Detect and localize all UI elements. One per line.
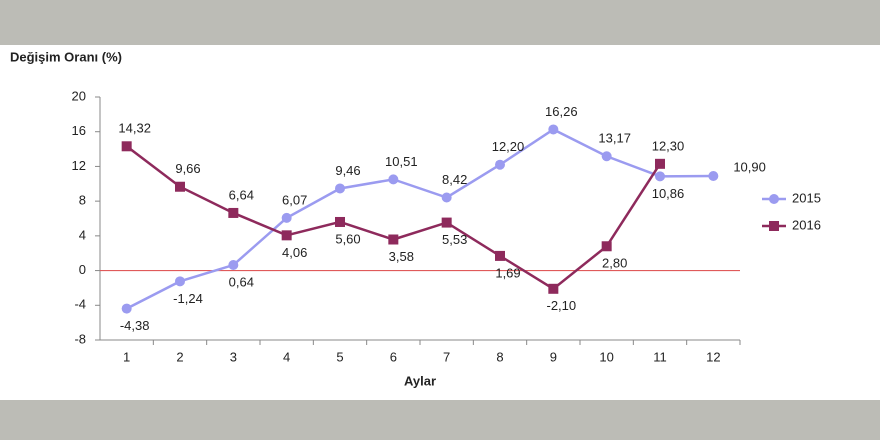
marker <box>601 241 612 252</box>
data-label: 6,07 <box>282 192 307 207</box>
x-tick-label: 6 <box>390 349 397 364</box>
marker <box>655 171 665 182</box>
marker <box>441 192 452 203</box>
x-tick-label: 9 <box>550 349 557 364</box>
data-label: 10,86 <box>652 186 685 201</box>
data-label: 9,66 <box>175 161 200 176</box>
marker <box>335 183 345 194</box>
y-tick-label: 0 <box>79 262 86 277</box>
marker <box>335 216 345 227</box>
y-tick-label: 12 <box>72 158 86 173</box>
data-label: 6,64 <box>229 187 254 202</box>
data-label: 14,32 <box>118 121 151 136</box>
data-label: 5,60 <box>335 231 360 246</box>
marker <box>548 283 559 294</box>
legend-label: 2015 <box>792 190 821 205</box>
data-label: 12,30 <box>652 138 685 153</box>
chart-title: Değişim Oranı (%) <box>10 49 122 64</box>
data-label: 10,90 <box>733 159 766 174</box>
y-tick-label: 4 <box>79 227 86 242</box>
data-label: 13,17 <box>598 131 631 146</box>
x-tick-label: 2 <box>176 349 183 364</box>
data-label: 8,42 <box>442 172 467 187</box>
data-label: 9,46 <box>335 163 360 178</box>
marker <box>228 260 239 271</box>
marker <box>121 141 132 152</box>
data-label: 3,58 <box>389 249 414 264</box>
y-tick-label: 20 <box>72 88 86 103</box>
bottom-band <box>0 400 880 440</box>
marker <box>228 207 239 218</box>
legend-marker <box>769 194 779 204</box>
x-tick-label: 10 <box>599 349 613 364</box>
marker <box>548 124 559 135</box>
data-label: 5,53 <box>442 232 467 247</box>
data-label: -2,10 <box>547 298 577 313</box>
marker <box>388 234 399 245</box>
data-label: 1,69 <box>495 265 520 280</box>
top-band <box>0 0 880 45</box>
y-tick-label: 16 <box>72 123 86 138</box>
data-label: 0,64 <box>229 274 254 289</box>
data-label: -4,38 <box>120 318 150 333</box>
x-tick-label: 7 <box>443 349 450 364</box>
marker <box>708 170 719 181</box>
marker <box>121 303 132 314</box>
x-axis-title: Aylar <box>404 373 436 388</box>
x-tick-label: 4 <box>283 349 290 364</box>
data-label: 2,80 <box>602 256 627 271</box>
x-tick-label: 1 <box>123 349 130 364</box>
marker <box>495 250 505 261</box>
data-label: 16,26 <box>545 104 578 119</box>
x-tick-label: 12 <box>706 349 720 364</box>
marker <box>281 212 292 223</box>
data-label: 4,06 <box>282 245 307 260</box>
y-tick-label: -4 <box>74 297 86 312</box>
x-tick-label: 8 <box>496 349 503 364</box>
series-line <box>126 128 714 310</box>
marker <box>441 217 452 228</box>
marker <box>175 181 185 192</box>
marker <box>495 159 505 170</box>
data-label: 10,51 <box>385 154 418 169</box>
marker <box>281 230 292 241</box>
marker <box>601 151 612 162</box>
marker <box>655 158 665 169</box>
marker <box>388 174 399 185</box>
marker <box>175 276 185 287</box>
data-label: -1,24 <box>173 291 203 306</box>
legend-label: 2016 <box>792 217 821 232</box>
y-tick-label: 8 <box>79 193 86 208</box>
x-tick-label: 5 <box>336 349 343 364</box>
x-tick-label: 3 <box>230 349 237 364</box>
x-tick-label: 11 <box>653 349 667 364</box>
data-label: 12,20 <box>492 139 525 154</box>
legend-marker <box>769 221 779 231</box>
y-tick-label: -8 <box>74 331 86 346</box>
